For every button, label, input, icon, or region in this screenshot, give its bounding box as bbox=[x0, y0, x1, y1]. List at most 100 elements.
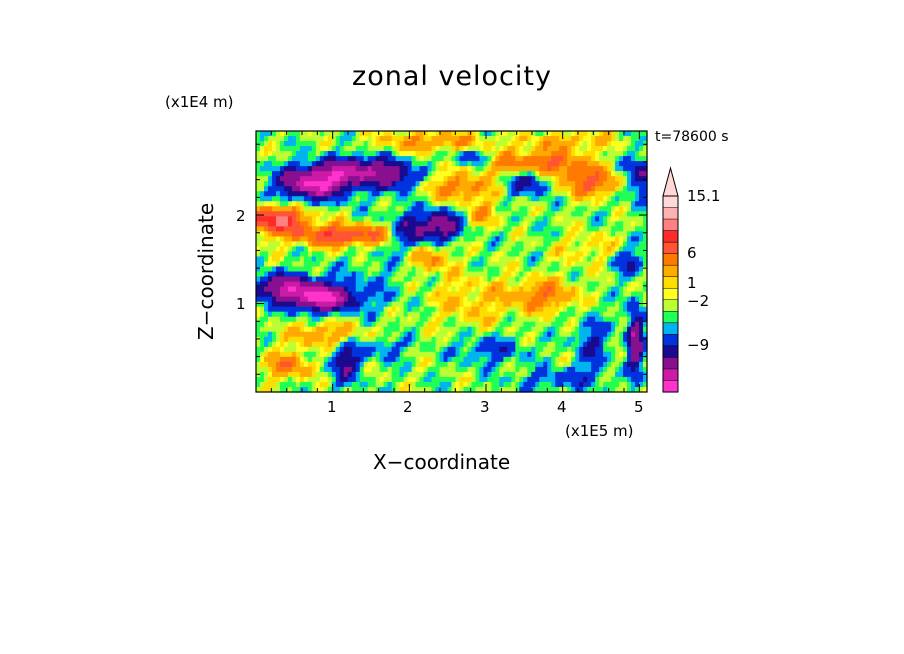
field-cell bbox=[299, 146, 305, 152]
field-cell bbox=[263, 186, 269, 192]
field-cell bbox=[435, 186, 441, 192]
field-cell bbox=[631, 226, 636, 232]
field-cell bbox=[367, 371, 373, 378]
field-cell bbox=[467, 236, 473, 243]
field-cell bbox=[395, 146, 401, 152]
field-cell bbox=[375, 361, 381, 368]
field-cell bbox=[291, 191, 297, 197]
field-cell bbox=[463, 376, 469, 383]
field-cell bbox=[495, 166, 500, 172]
field-cell bbox=[479, 231, 485, 237]
field-cell bbox=[551, 326, 556, 333]
field-cell bbox=[283, 286, 289, 293]
field-cell bbox=[355, 241, 361, 248]
field-cell bbox=[587, 361, 592, 368]
field-cell bbox=[267, 276, 273, 283]
field-cell bbox=[447, 246, 453, 253]
field-cell bbox=[431, 286, 437, 293]
field-cell bbox=[515, 176, 520, 182]
field-cell bbox=[635, 261, 640, 268]
field-cell bbox=[279, 376, 285, 383]
field-cell bbox=[275, 131, 281, 137]
field-cell bbox=[539, 346, 544, 353]
field-cell bbox=[443, 326, 449, 333]
field-cell bbox=[299, 281, 305, 288]
field-cell bbox=[643, 331, 648, 338]
field-cell bbox=[531, 246, 536, 253]
field-cell bbox=[307, 141, 313, 147]
field-cell bbox=[295, 181, 301, 187]
field-cell bbox=[487, 356, 492, 363]
field-cell bbox=[643, 221, 648, 227]
field-cell bbox=[419, 241, 425, 248]
field-cell bbox=[631, 301, 636, 308]
field-cell bbox=[467, 186, 473, 192]
field-cell bbox=[463, 316, 469, 323]
field-cell bbox=[635, 266, 640, 273]
field-cell bbox=[463, 306, 469, 313]
field-cell bbox=[443, 171, 449, 177]
field-cell bbox=[515, 171, 520, 177]
field-cell bbox=[635, 186, 640, 192]
field-cell bbox=[339, 261, 345, 268]
field-cell bbox=[319, 236, 325, 243]
field-cell bbox=[543, 371, 548, 378]
field-cell bbox=[403, 236, 409, 243]
field-cell bbox=[256, 241, 261, 248]
field-cell bbox=[539, 261, 544, 268]
field-cell bbox=[387, 186, 393, 192]
field-cell bbox=[295, 346, 301, 353]
field-cell bbox=[387, 341, 393, 348]
field-cell bbox=[419, 176, 425, 182]
field-cell bbox=[587, 161, 592, 167]
field-cell bbox=[295, 166, 301, 172]
field-cell bbox=[423, 256, 429, 263]
field-cell bbox=[559, 241, 564, 248]
field-cell bbox=[627, 301, 632, 308]
field-cell bbox=[463, 286, 469, 293]
field-cell bbox=[303, 251, 309, 258]
field-cell bbox=[299, 306, 305, 313]
field-cell bbox=[295, 371, 301, 378]
field-cell bbox=[335, 381, 341, 388]
field-cell bbox=[319, 351, 325, 358]
field-cell bbox=[459, 321, 465, 328]
field-cell bbox=[631, 201, 636, 207]
field-cell bbox=[623, 186, 628, 192]
field-cell bbox=[495, 271, 500, 278]
field-cell bbox=[391, 341, 397, 348]
field-cell bbox=[571, 301, 576, 308]
field-cell bbox=[283, 161, 289, 167]
field-cell bbox=[256, 326, 261, 333]
field-cell bbox=[463, 181, 469, 187]
field-cell bbox=[375, 336, 381, 343]
field-cell bbox=[391, 201, 397, 207]
field-cell bbox=[259, 176, 265, 182]
field-cell bbox=[619, 326, 624, 333]
field-cell bbox=[431, 221, 437, 227]
field-cell bbox=[607, 361, 612, 368]
field-cell bbox=[555, 356, 560, 363]
field-cell bbox=[563, 356, 568, 363]
field-cell bbox=[483, 281, 489, 288]
field-cell bbox=[259, 326, 265, 333]
field-cell bbox=[339, 226, 345, 232]
field-cell bbox=[291, 371, 297, 378]
field-cell bbox=[623, 296, 628, 303]
field-cell bbox=[507, 366, 512, 373]
field-cell bbox=[331, 166, 337, 172]
field-cell bbox=[455, 206, 461, 212]
field-cell bbox=[271, 251, 277, 258]
field-cell bbox=[559, 361, 564, 368]
field-cell bbox=[431, 166, 437, 172]
field-cell bbox=[439, 206, 445, 212]
field-cell bbox=[339, 276, 345, 283]
field-cell bbox=[503, 351, 508, 358]
field-cell bbox=[347, 276, 353, 283]
field-cell bbox=[511, 211, 516, 217]
field-cell bbox=[527, 316, 532, 323]
field-cell bbox=[559, 366, 564, 373]
field-cell bbox=[299, 151, 305, 157]
field-cell bbox=[475, 216, 481, 222]
field-cell bbox=[339, 201, 345, 207]
